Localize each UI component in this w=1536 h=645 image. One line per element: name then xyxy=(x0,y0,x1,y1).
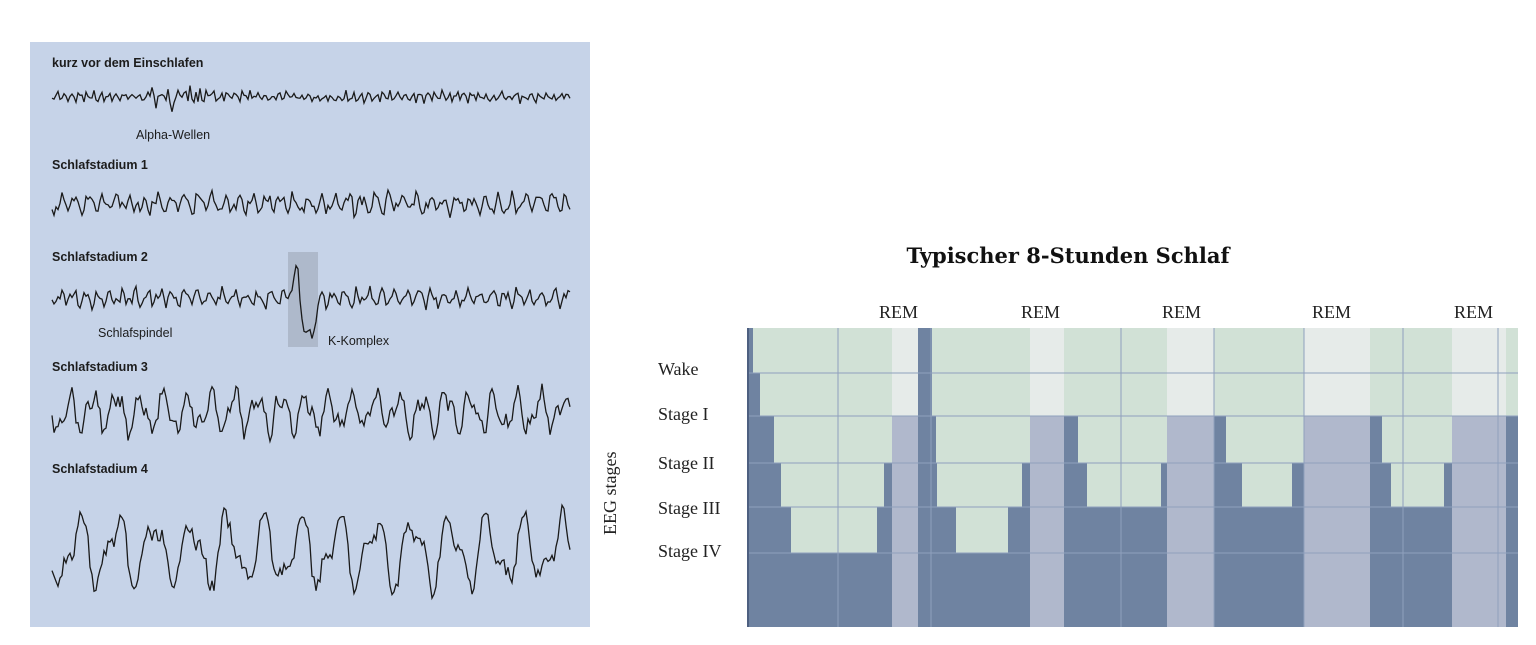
awake-step xyxy=(1382,416,1452,463)
annotation-k-complex: K-Komplex xyxy=(328,334,390,348)
stage-label-stage3: Stage III xyxy=(658,498,721,518)
awake-step xyxy=(1078,416,1167,463)
rem-band xyxy=(1452,416,1506,627)
y-axis-label: EEG stages xyxy=(600,451,620,535)
stage-label-stage1: Stage I xyxy=(658,404,709,424)
stage-label-stage2: Stage II xyxy=(658,453,715,473)
trace-heading-stage1: Schlafstadium 1 xyxy=(52,158,148,172)
rem-band xyxy=(1030,416,1064,627)
awake-step xyxy=(937,463,1022,507)
k-complex-highlight xyxy=(288,252,318,347)
awake-step xyxy=(781,463,884,507)
awake-step xyxy=(1370,328,1452,416)
rem-band-top xyxy=(892,328,918,416)
rem-label: REM xyxy=(1021,302,1061,322)
annotation-sleep-spindle: Schlafspindel xyxy=(98,326,173,340)
rem-band xyxy=(1304,416,1370,627)
rem-band-top xyxy=(1167,328,1214,416)
rem-label: REM xyxy=(879,302,919,322)
rem-band-top xyxy=(1452,328,1506,416)
awake-step xyxy=(791,507,877,553)
eeg-panel: kurz vor dem Einschlafen Alpha-Wellen Sc… xyxy=(30,42,590,627)
rem-label: REM xyxy=(1162,302,1202,322)
hypnogram-chart xyxy=(747,328,1518,627)
awake-step xyxy=(1506,328,1518,416)
trace-heading-stage3: Schlafstadium 3 xyxy=(52,360,148,374)
awake-step xyxy=(1391,463,1444,507)
awake-step xyxy=(774,416,892,463)
stage-label-stage4: Stage IV xyxy=(658,541,722,561)
awake-step xyxy=(1242,463,1292,507)
eeg-trace-presleep xyxy=(51,85,571,112)
awake-step xyxy=(1087,463,1161,507)
trace-heading-stage4: Schlafstadium 4 xyxy=(52,462,148,476)
trace-heading-presleep: kurz vor dem Einschlafen xyxy=(52,56,204,70)
awake-step xyxy=(936,416,1030,463)
awake-step xyxy=(932,328,1030,416)
eeg-trace-stage3 xyxy=(51,383,571,444)
stage-label-wake: Wake xyxy=(658,359,699,379)
rem-band-top xyxy=(1304,328,1370,416)
trace-heading-stage2: Schlafstadium 2 xyxy=(52,250,148,264)
awake-step xyxy=(1214,328,1304,416)
awake-step xyxy=(1226,416,1304,463)
eeg-trace-stage2 xyxy=(51,263,571,339)
eeg-trace-stage1 xyxy=(51,187,571,220)
hypnogram-title: Typischer 8-Stunden Schlaf xyxy=(906,243,1230,268)
rem-band-top xyxy=(1030,328,1064,416)
awake-step xyxy=(753,328,892,373)
awake-step xyxy=(956,507,1008,553)
eeg-trace-stage4 xyxy=(51,503,571,601)
rem-band xyxy=(1167,416,1214,627)
rem-band xyxy=(892,416,918,627)
rem-label: REM xyxy=(1312,302,1352,322)
eeg-traces xyxy=(51,85,571,601)
annotation-alpha-waves: Alpha-Wellen xyxy=(136,128,211,142)
awake-step xyxy=(760,373,892,416)
rem-label: REM xyxy=(1454,302,1494,322)
awake-step xyxy=(1064,328,1167,416)
hypnogram: Typischer 8-Stunden Schlaf Wake Stage I … xyxy=(600,235,1536,635)
